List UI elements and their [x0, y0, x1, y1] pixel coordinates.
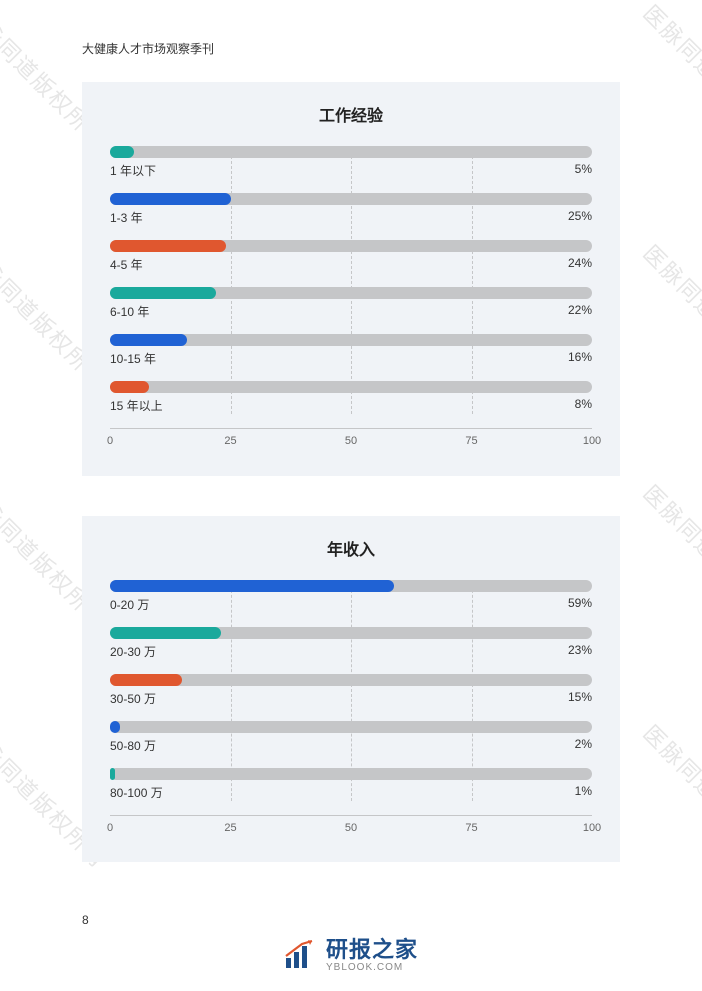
- bar-row: 1-3 年 25%: [110, 193, 592, 226]
- bar-value: 1%: [575, 784, 592, 801]
- axis-tick: 75: [465, 435, 477, 447]
- bar-row: 20-30 万 23%: [110, 627, 592, 660]
- bar-value: 24%: [568, 256, 592, 273]
- axis-tick: 0: [107, 435, 113, 447]
- bar-label: 50-80 万: [110, 737, 156, 754]
- bar-row: 30-50 万 15%: [110, 674, 592, 707]
- bar-fill: [110, 674, 182, 686]
- bar-label: 6-10 年: [110, 303, 149, 320]
- bar-row: 50-80 万 2%: [110, 721, 592, 754]
- bar-label-row: 30-50 万 15%: [110, 690, 592, 707]
- bar-label-row: 6-10 年 22%: [110, 303, 592, 320]
- bar-label: 1 年以下: [110, 162, 156, 179]
- axis-tick: 100: [583, 435, 601, 447]
- chart-bars-area: 1 年以下5%1-3 年25%4-5 年24%6-10 年22%10-15 年1…: [110, 146, 592, 414]
- bar-label-row: 80-100 万 1%: [110, 784, 592, 801]
- bar-value: 2%: [575, 737, 592, 754]
- bar-fill: [110, 580, 394, 592]
- bar-track: [110, 768, 592, 780]
- bar-row: 10-15 年 16%: [110, 334, 592, 367]
- bar-row: 80-100 万 1%: [110, 768, 592, 801]
- bar-track: [110, 721, 592, 733]
- bar-fill: [110, 721, 120, 733]
- page-number: 8: [82, 913, 89, 927]
- bar-label-row: 1-3 年 25%: [110, 209, 592, 226]
- bar-fill: [110, 627, 221, 639]
- grid-line: [351, 146, 352, 414]
- axis-tick: 50: [345, 822, 357, 834]
- bar-track: [110, 627, 592, 639]
- bar-label: 1-3 年: [110, 209, 143, 226]
- bar-value: 15%: [568, 690, 592, 707]
- page-header: 大健康人才市场观察季刊: [82, 40, 214, 57]
- chart-bars-area: 0-20 万 59% 20-30 万 23% 30-50 万 15% 50-80 万 2% 80…: [110, 580, 592, 801]
- bar-value: 5%: [575, 162, 592, 179]
- bar-label-row: 1 年以下 5%: [110, 162, 592, 179]
- bar-track: [110, 146, 592, 158]
- bar-label-row: 10-15 年 16%: [110, 350, 592, 367]
- bar-value: 25%: [568, 209, 592, 226]
- bar-label: 0-20 万: [110, 596, 149, 613]
- bar-value: 59%: [568, 596, 592, 613]
- bar-label-row: 20-30 万 23%: [110, 643, 592, 660]
- bar-track: [110, 240, 592, 252]
- bar-label: 20-30 万: [110, 643, 156, 660]
- axis-tick: 25: [224, 435, 236, 447]
- chart-annual-income: 年收入 0-20 万 59% 20-30 万 23% 30-50 万 15% 50-80 万…: [82, 516, 620, 862]
- bar-label: 4-5 年: [110, 256, 143, 273]
- bar-value: 22%: [568, 303, 592, 320]
- axis-tick: 50: [345, 435, 357, 447]
- bar-value: 16%: [568, 350, 592, 367]
- bar-fill: [110, 146, 134, 158]
- bar-row: 1 年以下 5%: [110, 146, 592, 179]
- chart-title: 年收入: [110, 536, 592, 560]
- bar-track: [110, 674, 592, 686]
- axis-tick: 25: [224, 822, 236, 834]
- bar-value: 23%: [568, 643, 592, 660]
- watermark: 医脉同道版权所有: [637, 477, 702, 635]
- bar-fill: [110, 193, 231, 205]
- bar-row: 15 年以上 8%: [110, 381, 592, 414]
- footer-brand-en: YBLOOK.COM: [326, 962, 418, 973]
- bar-label-row: 4-5 年 24%: [110, 256, 592, 273]
- bar-fill: [110, 287, 216, 299]
- bar-row: 6-10 年 22%: [110, 287, 592, 320]
- grid-line: [231, 146, 232, 414]
- bar-fill: [110, 381, 149, 393]
- chart-title: 工作经验: [110, 102, 592, 126]
- footer-logo: 研报之家 YBLOOK.COM: [284, 938, 418, 973]
- axis-tick: 0: [107, 822, 113, 834]
- bar-label-row: 15 年以上 8%: [110, 397, 592, 414]
- chart-work-experience: 工作经验 1 年以下 5% 1-3 年 25% 4-5 年 24% 6-10 年 22% 10-…: [82, 82, 620, 476]
- bar-track: [110, 580, 592, 592]
- watermark: 医脉同道版权所有: [637, 237, 702, 395]
- bar-row: 4-5 年 24%: [110, 240, 592, 273]
- bar-value: 8%: [575, 397, 592, 414]
- bar-fill: [110, 768, 115, 780]
- bar-track: [110, 381, 592, 393]
- bar-label: 80-100 万: [110, 784, 163, 801]
- watermark: 医脉同道版权所有: [637, 717, 702, 875]
- bar-track: [110, 287, 592, 299]
- bar-label: 10-15 年: [110, 350, 156, 367]
- chart-x-axis: 0255075100: [110, 428, 592, 452]
- bar-label-row: 50-80 万 2%: [110, 737, 592, 754]
- logo-bars-icon: [284, 940, 318, 970]
- axis-tick: 100: [583, 822, 601, 834]
- footer-brand-cn: 研报之家: [326, 938, 418, 962]
- bar-track: [110, 334, 592, 346]
- bar-track: [110, 193, 592, 205]
- watermark: 医脉同道版权所有: [637, 0, 702, 155]
- grid-line: [472, 146, 473, 414]
- bar-label: 15 年以上: [110, 397, 163, 414]
- chart-x-axis: 0255075100: [110, 815, 592, 839]
- axis-tick: 75: [465, 822, 477, 834]
- bar-fill: [110, 240, 226, 252]
- bar-label: 30-50 万: [110, 690, 156, 707]
- bar-row: 0-20 万 59%: [110, 580, 592, 613]
- bar-fill: [110, 334, 187, 346]
- bar-label-row: 0-20 万 59%: [110, 596, 592, 613]
